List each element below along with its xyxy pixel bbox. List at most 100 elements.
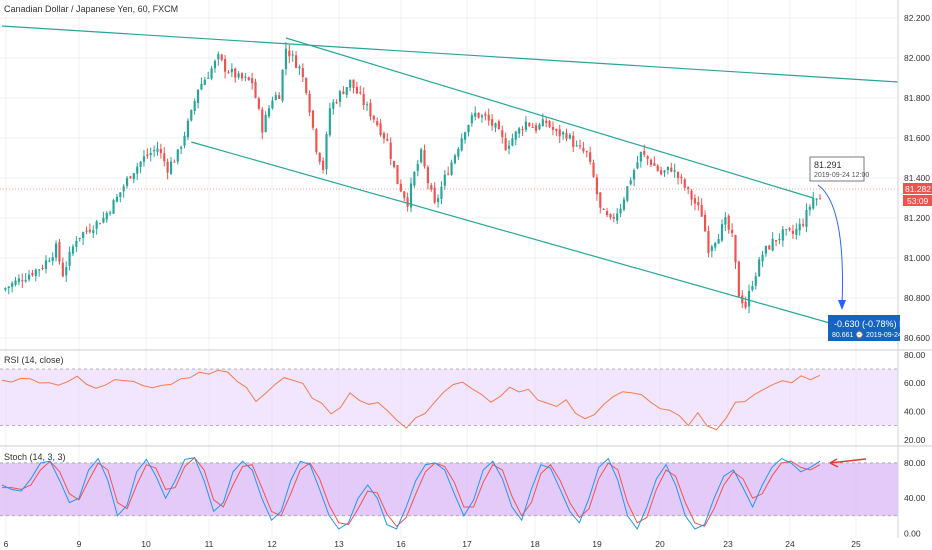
candle-body: [153, 150, 156, 152]
candle-body: [453, 155, 457, 164]
candle-body: [139, 161, 142, 167]
stoch-tick-label: 40.00: [904, 493, 926, 503]
candle-body: [602, 208, 605, 210]
candle-body: [663, 170, 666, 173]
candle-body: [524, 121, 528, 130]
candle-body: [85, 230, 88, 232]
candle-body: [470, 115, 473, 124]
candle-body: [518, 128, 521, 134]
time-tick-label: 11: [205, 539, 214, 549]
candle-body: [656, 165, 659, 171]
candle-body: [612, 217, 615, 219]
candle-body: [737, 261, 740, 297]
candle-body: [802, 224, 805, 226]
candle-body: [494, 123, 497, 128]
candle-body: [697, 201, 700, 206]
candle-body: [758, 259, 761, 277]
candle-body: [622, 199, 626, 210]
candle-body: [450, 162, 453, 175]
candle-body: [477, 112, 480, 118]
candle-body: [196, 89, 200, 104]
candle-body: [467, 125, 470, 133]
candle-body: [278, 95, 281, 99]
measure-tool[interactable]: 81.291 2019-09-24 12:00 -0.630 (-0.78%) …: [809, 156, 902, 341]
candle-body: [572, 135, 575, 147]
measure-top-box: [809, 156, 865, 182]
candle-body: [639, 151, 642, 162]
time-tick-label: 13: [334, 539, 344, 549]
candle-body: [311, 110, 315, 128]
candle-body: [653, 163, 656, 166]
candle-body: [169, 161, 173, 174]
candle-body: [271, 100, 274, 109]
time-tick-label: 10: [141, 539, 151, 549]
candle-body: [105, 213, 108, 220]
candle-body: [4, 288, 7, 290]
rsi-tick-label: 40.00: [904, 406, 926, 416]
candle-body: [504, 138, 507, 151]
candle-body: [261, 109, 264, 133]
rsi-band: [0, 368, 898, 426]
candle-body: [798, 223, 801, 231]
candle-body: [95, 221, 98, 229]
time-tick-label: 17: [462, 539, 472, 549]
candle-body: [328, 108, 331, 136]
price-tick-label: 81.200: [904, 213, 930, 223]
candle-body: [210, 68, 213, 79]
candle-body: [423, 150, 426, 167]
candle-body: [142, 156, 146, 162]
candle-body: [372, 115, 375, 120]
candle-body: [636, 162, 639, 169]
candle-body: [284, 48, 288, 70]
candle-body: [605, 211, 609, 216]
candle-body: [382, 133, 386, 139]
candle-body: [761, 254, 764, 262]
candle-body: [149, 153, 152, 156]
stoch-k-line: [1, 457, 821, 530]
candle-body: [274, 95, 277, 100]
candle-body: [58, 242, 61, 262]
candle-body: [578, 145, 582, 147]
candle-body: [166, 161, 169, 173]
candle-body: [670, 167, 673, 172]
candle-body: [619, 208, 622, 214]
candle-body: [393, 160, 396, 168]
candle-body: [687, 187, 690, 189]
price-tick-label: 81.400: [904, 173, 930, 183]
candle-body: [190, 110, 193, 121]
candle-body: [342, 91, 345, 94]
candle-body: [436, 198, 440, 202]
candle-body: [68, 251, 71, 266]
candle-body: [785, 229, 788, 231]
candle-body: [44, 260, 48, 270]
candle-body: [146, 154, 149, 156]
candle-body: [700, 205, 703, 217]
candle-body: [234, 68, 237, 78]
candle-body: [355, 87, 358, 94]
candle-body: [125, 177, 129, 186]
stoch-tick-label: 80.00: [904, 458, 926, 468]
candle-body: [720, 224, 724, 241]
candle-body: [71, 246, 75, 254]
time-tick-label: 19: [592, 539, 602, 549]
candle-body: [75, 240, 78, 247]
candle-body: [585, 151, 588, 153]
candle-body: [345, 87, 348, 95]
candle-body: [352, 79, 355, 88]
rsi-axis: 80.00 60.00 40.00 20.00: [904, 350, 926, 445]
candle-body: [741, 295, 744, 304]
candle-body: [406, 197, 409, 207]
candle-body: [251, 78, 254, 84]
candle-body: [92, 230, 95, 234]
current-price-tag: [903, 183, 932, 194]
candle-body: [291, 54, 294, 56]
candle-body: [200, 83, 203, 90]
candle-body: [551, 127, 555, 130]
candle-body: [308, 93, 311, 113]
price-tick-label: 80.600: [904, 333, 930, 343]
stoch-pane: [0, 456, 898, 530]
candles: [4, 41, 822, 314]
candle-body: [61, 262, 64, 277]
candle-body: [318, 152, 321, 162]
candle-body: [420, 149, 423, 163]
